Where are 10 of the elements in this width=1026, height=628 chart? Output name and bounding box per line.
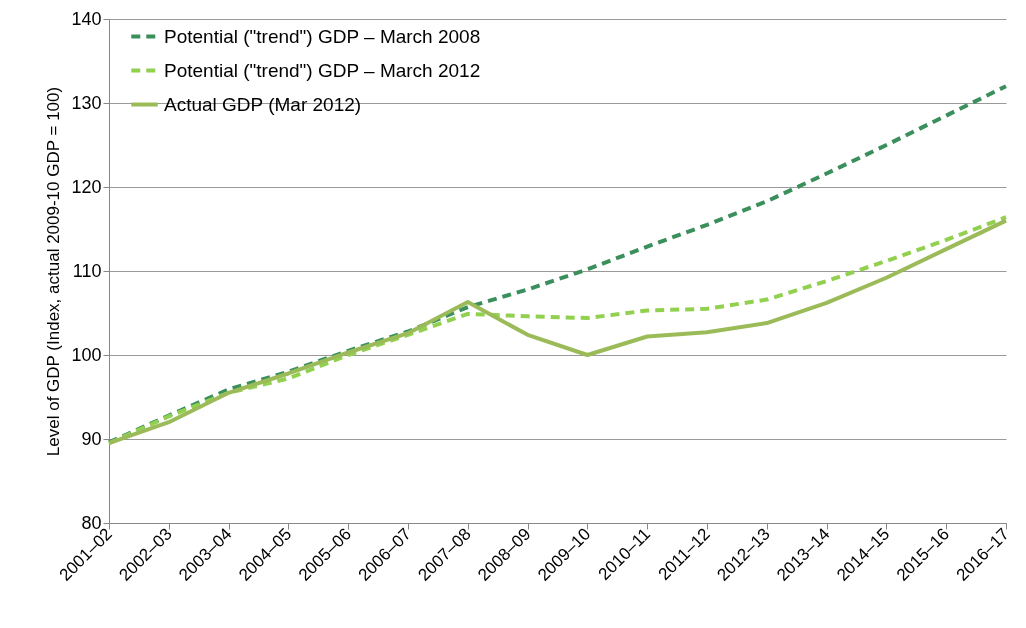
y-tick-label: 120	[71, 176, 102, 197]
y-tick-label: 130	[71, 92, 102, 113]
y-tick-label: 110	[72, 260, 102, 281]
legend-label: Potential ("trend") GDP – March 2008	[164, 25, 481, 47]
y-tick-label: 140	[71, 8, 102, 29]
y-tick-label: 100	[71, 344, 102, 365]
legend-label: Potential ("trend") GDP – March 2012	[164, 59, 481, 81]
y-tick-label: 90	[81, 428, 102, 449]
legend-label: Actual GDP (Mar 2012)	[164, 93, 362, 115]
y-axis-title: Level of GDP (Index, actual 2009-10 GDP = 100)	[44, 86, 64, 457]
